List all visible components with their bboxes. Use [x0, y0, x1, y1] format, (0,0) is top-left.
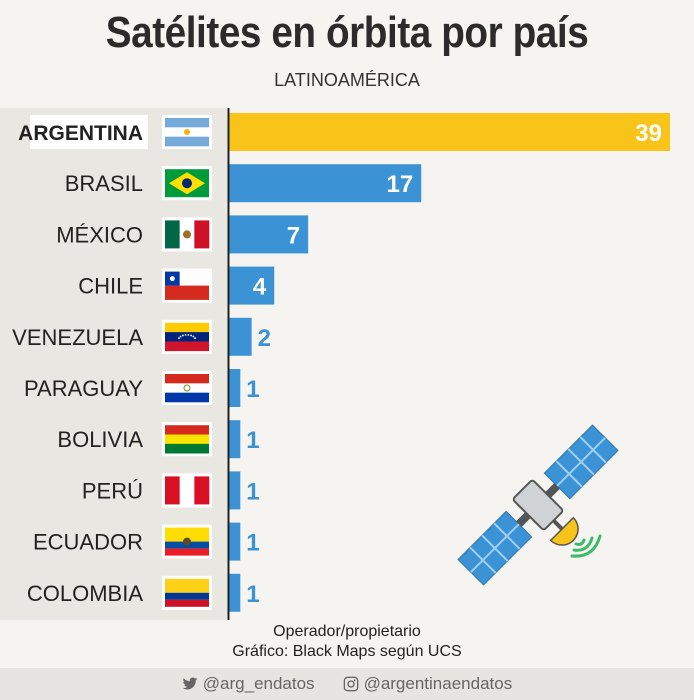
value-label-paraguay: 1 — [246, 376, 259, 403]
twitter-handle-text: @arg_endatos — [202, 674, 315, 693]
chart-subtitle: LATINOAMÉRICA — [274, 70, 420, 90]
category-label-mexico: MÉXICO — [56, 222, 143, 247]
bar-ecuador — [229, 522, 241, 561]
instagram-handle-text: @argentinaendatos — [363, 674, 513, 693]
bar-brasil — [229, 164, 422, 203]
social-footer: @arg_endatos @argentinaendatos — [0, 668, 694, 700]
category-label-bolivia: BOLIVIA — [57, 427, 143, 452]
bar-chart: ARGENTINA 39 BRASIL 17 MÉXICO 7 CHILE 4 VENEZUEL… — [0, 108, 670, 620]
flag-ecuador-icon — [162, 524, 212, 559]
value-label-bolivia: 1 — [246, 427, 259, 454]
value-label-chile: 4 — [253, 274, 267, 301]
value-label-argentina: 39 — [635, 120, 662, 147]
bar-bolivia — [229, 420, 241, 459]
category-label-peru: PERÚ — [82, 478, 143, 503]
value-label-mexico: 7 — [287, 222, 300, 249]
value-label-venezuela: 2 — [258, 325, 271, 352]
value-label-peru: 1 — [246, 478, 259, 505]
category-label-ecuador: ECUADOR — [33, 530, 143, 555]
category-label-venezuela: VENEZUELA — [12, 325, 143, 350]
flag-peru-icon — [162, 473, 212, 508]
value-label-brasil: 17 — [387, 171, 414, 198]
flag-chile-icon — [162, 268, 212, 303]
chart-title: Satélites en órbita por país — [105, 8, 589, 57]
category-label-chile: CHILE — [78, 274, 143, 299]
note-source: Gráfico: Black Maps según UCS — [232, 643, 462, 660]
bar-peru — [229, 471, 241, 510]
bar-argentina — [229, 113, 670, 151]
twitter-bird-icon — [182, 677, 198, 690]
instagram-handle[interactable]: @argentinaendatos — [343, 674, 513, 694]
category-label-brasil: BRASIL — [65, 171, 143, 196]
chart-notes: Operador/propietario Gráfico: Black Maps… — [0, 622, 694, 662]
flag-mexico-icon — [162, 217, 212, 252]
bar-venezuela — [229, 317, 252, 356]
bar-chile — [229, 266, 275, 305]
flag-brasil-icon — [162, 166, 212, 201]
bar-mexico — [229, 215, 309, 254]
flag-colombia-icon — [162, 575, 212, 610]
flag-argentina-icon — [162, 115, 212, 149]
category-label-paraguay: PARAGUAY — [24, 376, 143, 401]
bar-paraguay — [229, 369, 241, 407]
value-label-colombia: 1 — [246, 581, 259, 608]
flag-venezuela-icon — [162, 319, 212, 354]
flag-bolivia-icon — [162, 422, 212, 457]
twitter-handle[interactable]: @arg_endatos — [182, 674, 315, 694]
bar-colombia — [229, 573, 241, 612]
highlight-label-box — [30, 115, 148, 149]
flag-paraguay-icon — [162, 371, 212, 405]
value-label-ecuador: 1 — [246, 530, 259, 557]
category-label-argentina: ARGENTINA — [18, 122, 143, 145]
category-label-colombia: COLOMBIA — [27, 581, 143, 606]
signal-waves-icon — [570, 534, 602, 558]
note-operator: Operador/propietario — [273, 623, 421, 640]
instagram-icon — [343, 676, 358, 692]
satellite-icon — [457, 424, 619, 586]
